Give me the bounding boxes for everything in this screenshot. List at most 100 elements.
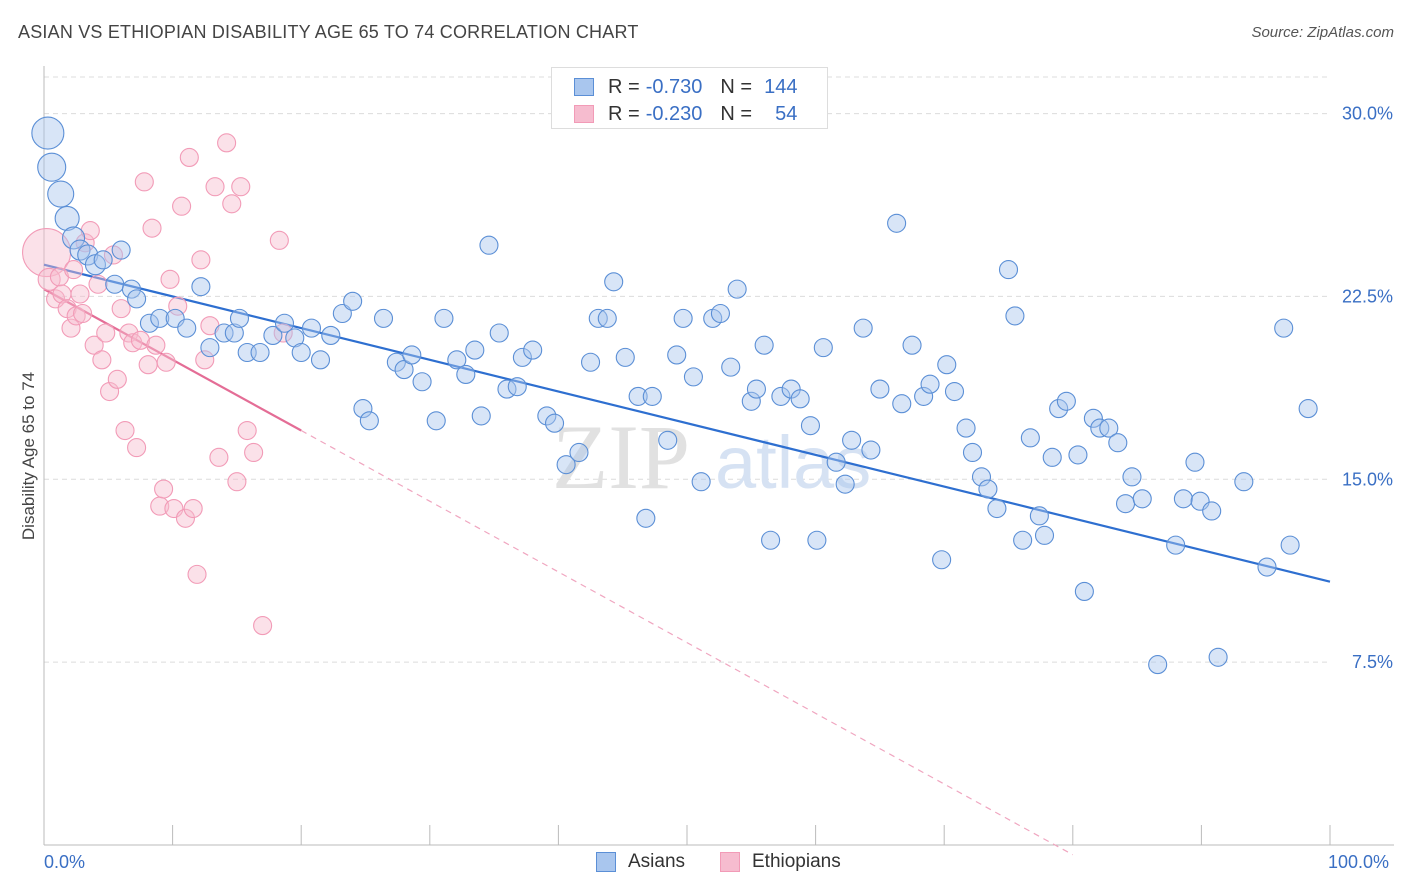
n-label: N =: [720, 102, 753, 125]
ethiopian-point: [222, 194, 242, 214]
r-label: R =: [608, 75, 640, 98]
asian-point: [604, 272, 624, 292]
asian-point: [373, 308, 394, 328]
asian-point: [139, 313, 160, 333]
r-value-ethiopians: -0.230: [645, 102, 703, 125]
ethiopian-point: [130, 330, 150, 350]
asian-point: [1202, 501, 1222, 521]
x-tick-label-min: 0.0%: [44, 852, 86, 872]
trend-lines: [43, 263, 1331, 856]
asian-point: [1148, 655, 1168, 675]
asian-point: [658, 430, 678, 450]
asian-point: [224, 323, 244, 343]
asian-point: [971, 467, 992, 487]
ethiopian-point: [231, 177, 251, 197]
asian-point: [321, 325, 341, 345]
source-label: Source: ZipAtlas.com: [1251, 24, 1394, 41]
ethiopian-point: [96, 323, 116, 343]
asian-point: [177, 318, 197, 338]
asian-point: [771, 386, 791, 406]
ethiopian-point: [146, 335, 166, 355]
asian-point: [1020, 428, 1040, 448]
asian-point: [597, 308, 617, 328]
asian-point: [1049, 399, 1069, 419]
asian-point: [402, 345, 422, 365]
n-value-asians: 144: [764, 75, 798, 98]
asian-point: [1056, 391, 1076, 411]
asian-point: [200, 338, 220, 358]
ethiopians-legend-swatch: [720, 852, 740, 872]
ethiopian-point: [227, 472, 247, 492]
asian-point: [456, 364, 476, 384]
ethiopians-swatch: [574, 105, 594, 123]
asian-point: [121, 279, 141, 299]
asian-point: [507, 377, 527, 397]
asian-point: [800, 416, 821, 436]
ethiopian-point: [179, 147, 199, 168]
legend-item-ethiopians[interactable]: Ethiopians: [720, 851, 841, 873]
asian-point: [229, 308, 250, 328]
asian-point: [47, 180, 75, 208]
asian-point: [721, 357, 741, 377]
asian-point: [628, 386, 648, 406]
asian-point: [615, 347, 635, 367]
asian-point: [1173, 489, 1193, 509]
asian-point: [301, 318, 322, 338]
ethiopian-point: [134, 172, 154, 192]
ethiopian-point: [175, 508, 196, 528]
ethiopian-point: [142, 218, 162, 238]
ethiopian-point: [127, 438, 147, 458]
asian-point: [1068, 445, 1088, 465]
asian-point: [332, 303, 352, 324]
asian-point: [1005, 306, 1025, 326]
asian-point: [1132, 489, 1152, 509]
asian-point: [1298, 399, 1318, 419]
asian-point: [263, 325, 283, 345]
asian-point: [1166, 535, 1186, 555]
ethiopian-point: [92, 350, 112, 370]
asian-point: [214, 323, 234, 343]
asian-point: [250, 342, 270, 363]
asian-point: [987, 498, 1007, 519]
asian-point: [754, 335, 774, 355]
asians-swatch: [574, 78, 594, 96]
asian-point: [746, 379, 766, 399]
ethiopian-point: [111, 299, 131, 319]
asian-point: [741, 391, 761, 411]
legend-item-asians[interactable]: Asians: [596, 851, 685, 873]
asian-point: [353, 399, 373, 419]
asian-point: [556, 455, 576, 475]
n-label: N =: [720, 75, 753, 98]
asian-point: [1042, 447, 1062, 467]
asian-point: [842, 430, 862, 450]
legend-row-ethiopians: R = -0.230 N = 54: [574, 101, 797, 127]
asians-trend-line: [43, 263, 1331, 583]
asian-point: [537, 406, 557, 426]
watermark: ZIP atlas: [552, 406, 871, 508]
ethiopian-point: [195, 350, 215, 370]
asian-point: [861, 440, 881, 460]
correlation-legend: R = -0.730 N = 144 R = -0.230 N = 54: [551, 67, 828, 129]
asian-point: [667, 345, 687, 365]
asian-point: [978, 479, 998, 499]
asian-point: [274, 313, 295, 333]
ethiopian-point: [73, 303, 93, 324]
ethiopian-point: [70, 284, 90, 304]
y-tick-label: 30.0%: [1342, 104, 1393, 124]
asian-point: [434, 308, 454, 328]
asian-point: [412, 372, 432, 392]
n-value-ethiopians: 54: [775, 102, 798, 125]
asian-point: [790, 389, 810, 409]
asian-point: [127, 289, 147, 309]
y-tick-labels: 7.5% 15.0% 22.5% 30.0%: [1342, 104, 1393, 673]
ethiopian-point: [107, 369, 127, 389]
asian-point: [673, 308, 693, 328]
asian-point: [962, 442, 983, 463]
asian-point: [1013, 530, 1033, 550]
asian-point: [807, 530, 827, 550]
asian-point: [914, 386, 934, 406]
asian-point: [426, 411, 446, 431]
ethiopians-trend-extension: [300, 429, 1074, 856]
ethiopian-point: [154, 479, 174, 499]
